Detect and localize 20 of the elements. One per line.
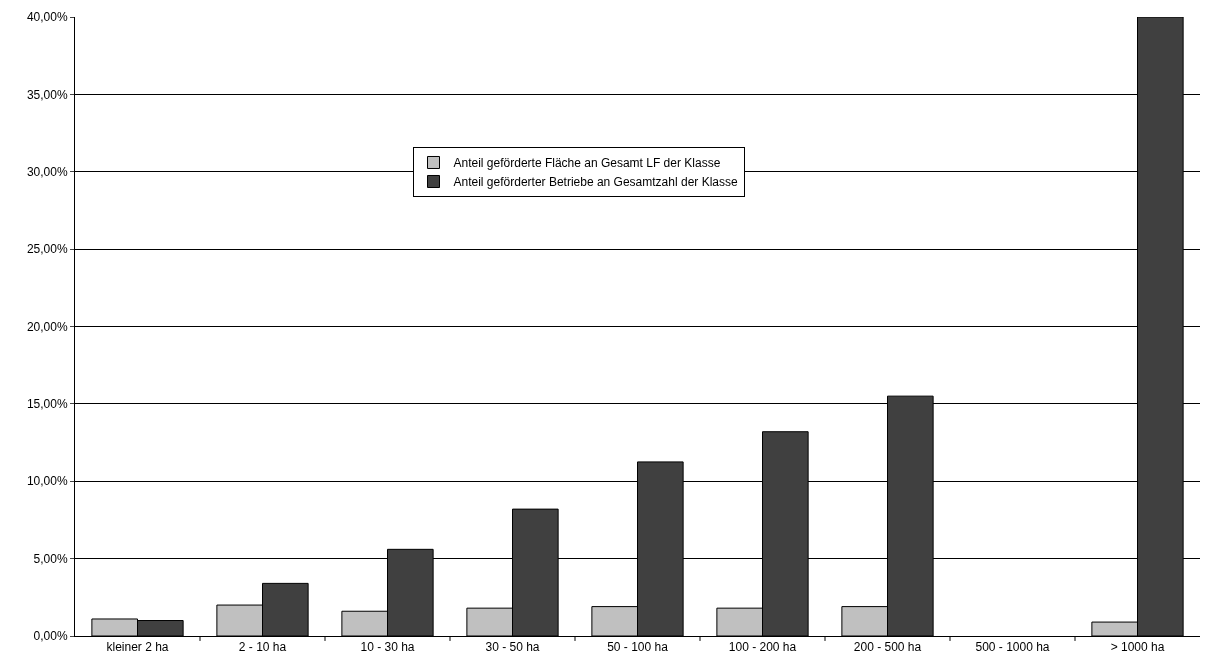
- x-tick-label: 10 - 30 ha: [360, 640, 415, 655]
- y-tick-label: 5,00%: [33, 551, 68, 566]
- legend-label: Anteil geförderte Fläche an Gesamt LF der Klasse: [453, 156, 721, 171]
- x-tick-label: 50 - 100 ha: [607, 640, 669, 655]
- x-tick-label: 30 - 50 ha: [485, 640, 540, 655]
- y-tick-label: 35,00%: [26, 87, 68, 102]
- x-tick-label: 200 - 500 ha: [853, 640, 922, 655]
- x-tick-label: 2 - 10 ha: [238, 640, 287, 655]
- x-tick-label: kleiner 2 ha: [106, 640, 169, 655]
- x-tick-label: 500 - 1000 ha: [975, 640, 1050, 655]
- y-tick-label: 10,00%: [26, 474, 68, 489]
- y-tick-label: 25,00%: [26, 242, 68, 257]
- y-tick-label: 40,00%: [26, 10, 68, 25]
- y-tick-label: 30,00%: [26, 164, 68, 179]
- y-tick-label: 20,00%: [26, 319, 68, 334]
- y-tick-label: 15,00%: [26, 397, 68, 412]
- y-tick-label: 0,00%: [33, 629, 68, 644]
- x-tick-label: 100 - 200 ha: [728, 640, 797, 655]
- legend-label: Anteil geförderter Betriebe an Gesamtzahl der Klasse: [453, 175, 738, 190]
- x-tick-label: > 1000 ha: [1110, 640, 1165, 655]
